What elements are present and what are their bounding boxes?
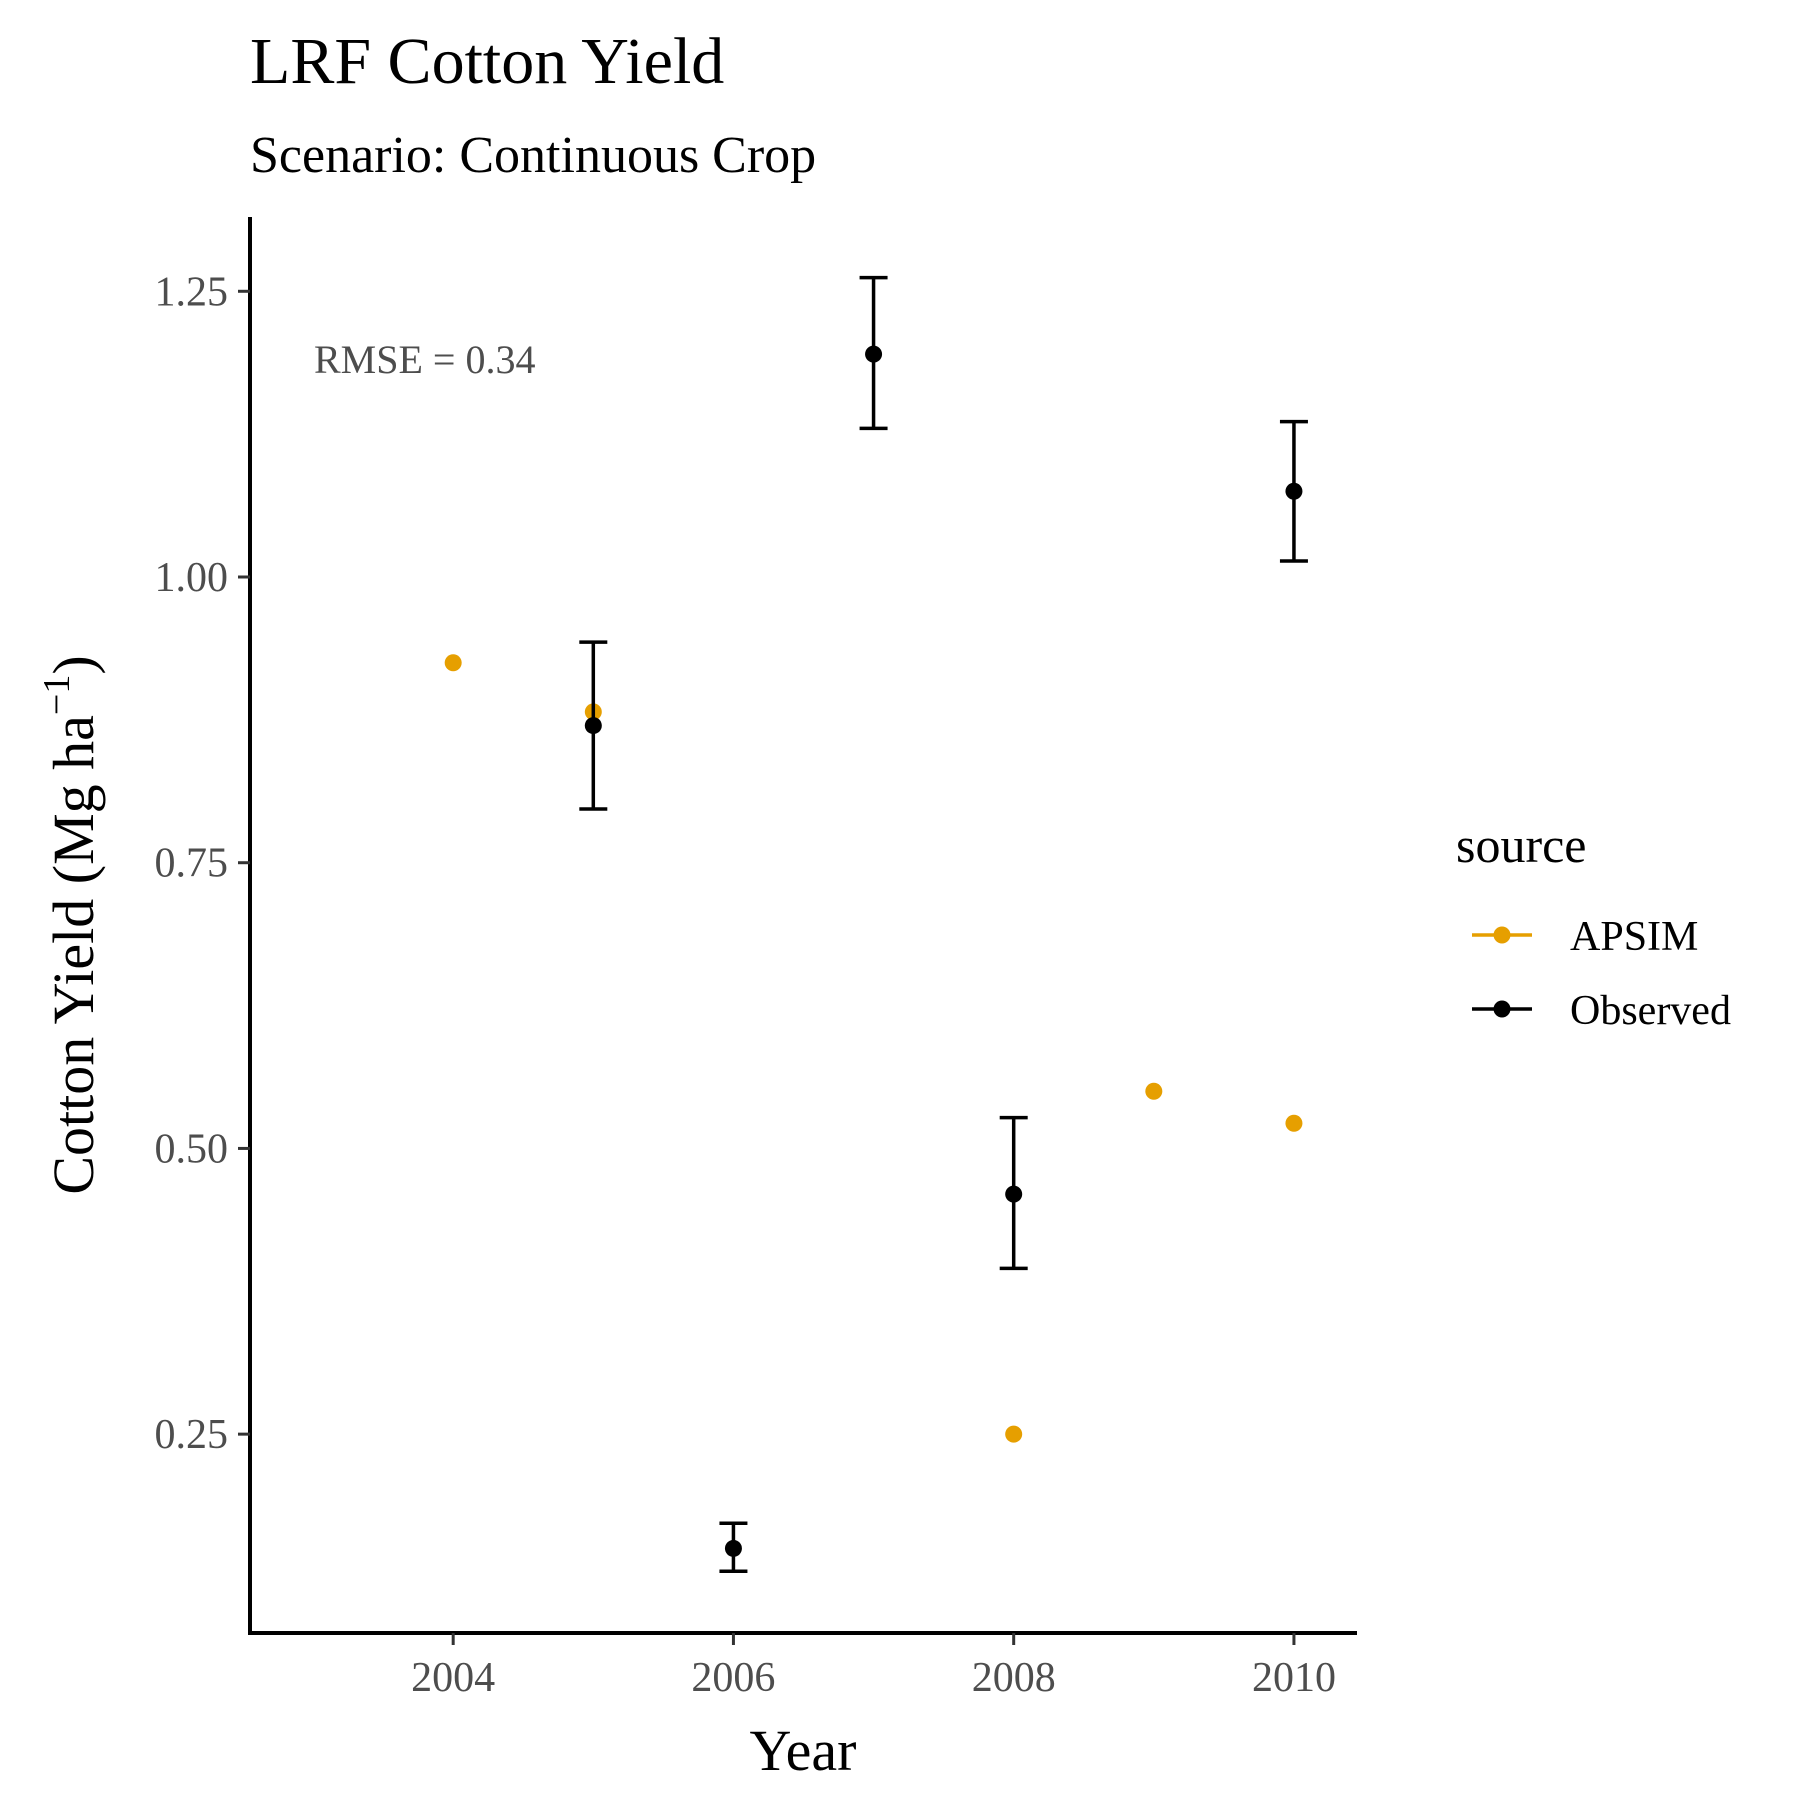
y-axis-title-sup: −1 xyxy=(36,675,78,715)
x-tick-label: 2004 xyxy=(411,1655,495,1701)
legend-key-apsim xyxy=(1472,926,1532,944)
legend-key-observed xyxy=(1472,1000,1532,1018)
apsim-point xyxy=(1285,1114,1303,1132)
x-tick-label: 2010 xyxy=(1252,1655,1336,1701)
y-tick-label: 0.25 xyxy=(155,1412,229,1458)
y-axis-title: Cotton Yield (Mg ha−1) xyxy=(36,655,106,1194)
apsim-point xyxy=(444,654,462,672)
legend-label-apsim: APSIM xyxy=(1570,914,1698,960)
observed-point xyxy=(1285,482,1303,500)
observed-point xyxy=(865,345,883,363)
observed-point xyxy=(724,1539,742,1557)
y-tick-label: 0.50 xyxy=(155,1126,229,1172)
y-axis-title-close: ) xyxy=(41,655,106,674)
legend-title: source xyxy=(1456,817,1587,873)
axes: 0.25 0.50 0.75 1.00 1.25 2004 2006 2008 2010 xyxy=(155,217,1357,1701)
legend-key-point xyxy=(1493,1000,1511,1018)
observed-point xyxy=(584,717,602,735)
x-tick-label: 2006 xyxy=(691,1655,775,1701)
chart-title: LRF Cotton Yield xyxy=(250,25,724,98)
legend: source APSIM Observed xyxy=(1456,817,1731,1034)
plot-area xyxy=(444,275,1308,1574)
x-tick-label: 2008 xyxy=(972,1655,1056,1701)
x-axis-title: Year xyxy=(750,1718,857,1783)
legend-label-observed: Observed xyxy=(1570,988,1731,1034)
y-tick-label: 1.00 xyxy=(155,555,229,601)
y-axis-title-main: Cotton Yield (Mg ha xyxy=(41,715,106,1195)
y-tick-label: 1.25 xyxy=(155,269,229,315)
chart-subtitle: Scenario: Continuous Crop xyxy=(250,127,816,184)
y-tick-label: 0.75 xyxy=(155,841,229,887)
observed-point xyxy=(1005,1185,1023,1203)
apsim-point xyxy=(1005,1425,1023,1443)
legend-key-point xyxy=(1493,926,1511,944)
apsim-point xyxy=(1145,1082,1163,1100)
rmse-annotation: RMSE = 0.34 xyxy=(314,337,535,382)
